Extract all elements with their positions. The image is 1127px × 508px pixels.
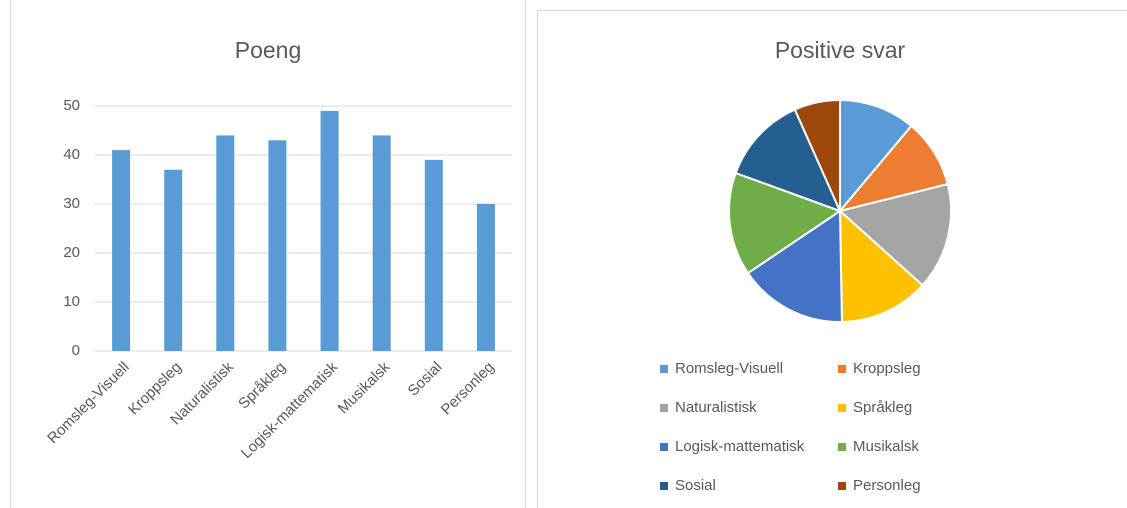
bar [372,135,391,351]
legend-swatch [660,443,668,451]
legend-label: Sosial [675,477,716,494]
legend-label: Språkleg [853,399,912,416]
pie-title: Positive svar [775,37,906,63]
y-tick-label: 10 [63,293,80,310]
legend-label: Naturalistisk [675,399,757,416]
legend-swatch [660,482,668,490]
legend-swatch [838,365,846,373]
legend-label: Personleg [853,477,921,494]
legend-label: Romsleg-Visuell [675,360,783,377]
bar [164,169,183,351]
pie-slice [746,209,843,323]
bar [424,159,443,351]
y-tick-label: 30 [63,195,80,212]
pie-slice [728,171,843,275]
legend-swatch [838,404,846,412]
legend-label: Kroppsleg [853,360,921,377]
legend-swatch [838,443,846,451]
bar [216,135,235,351]
pie-slice [793,98,841,212]
legend-swatch [660,365,668,373]
y-tick-label: 20 [63,244,80,261]
bar [476,204,495,351]
legend-swatch [660,404,668,412]
legend-label: Logisk-mattematisk [675,438,805,455]
y-tick-label: 50 [63,97,80,114]
pie-slice [838,208,924,324]
bar [112,150,131,351]
y-tick-label: 40 [63,146,80,163]
y-tick-label: 0 [72,342,80,359]
pie-slice [734,108,842,213]
bar [320,110,339,352]
bar-title: Poeng [235,37,302,63]
bar [268,140,287,351]
legend-swatch [838,482,846,490]
pie-slice [839,98,913,214]
pie-slice [837,182,952,287]
legend-label: Musikalsk [853,438,919,455]
